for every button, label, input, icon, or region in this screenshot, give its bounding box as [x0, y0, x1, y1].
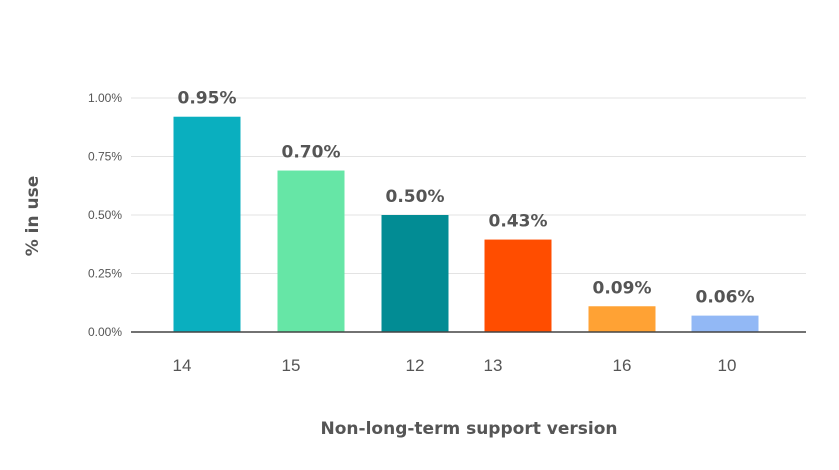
x-tick-label-10: 10 — [718, 356, 737, 375]
bar-10 — [691, 315, 759, 332]
x-axis-title: Non-long-term support version — [321, 419, 618, 439]
y-tick-label: 0.50% — [88, 208, 122, 222]
data-label-13: 0.43% — [489, 212, 548, 232]
data-label-15: 0.70% — [282, 143, 341, 163]
data-label-14: 0.95% — [178, 89, 237, 109]
bars — [173, 116, 759, 332]
y-tick-label: 1.00% — [88, 91, 122, 105]
y-tick-label: 0.25% — [88, 267, 122, 281]
bar-14 — [173, 116, 241, 332]
x-tick-label-12: 12 — [406, 356, 425, 375]
bar-13 — [484, 239, 552, 332]
y-axis-ticks: 0.00% 0.25% 0.50% 0.75% 1.00% — [88, 91, 122, 339]
data-labels: 0.95% 0.70% 0.50% 0.43% 0.09% 0.06% — [178, 89, 755, 308]
x-tick-label-16: 16 — [613, 356, 632, 375]
x-tick-label-13: 13 — [484, 356, 503, 375]
x-tick-label-14: 14 — [173, 356, 192, 375]
bar-12 — [381, 215, 449, 332]
bar-16 — [588, 306, 656, 332]
x-axis-ticks: 14 15 12 13 16 10 — [173, 356, 737, 375]
y-axis-title: % in use — [23, 176, 43, 257]
gridlines — [131, 97, 806, 274]
x-tick-label-15: 15 — [282, 356, 301, 375]
y-tick-label: 0.00% — [88, 325, 122, 339]
y-tick-label: 0.75% — [88, 150, 122, 164]
data-label-12: 0.50% — [386, 187, 445, 207]
data-label-16: 0.09% — [593, 278, 652, 298]
data-label-10: 0.06% — [696, 288, 755, 308]
bar-15 — [277, 170, 345, 332]
